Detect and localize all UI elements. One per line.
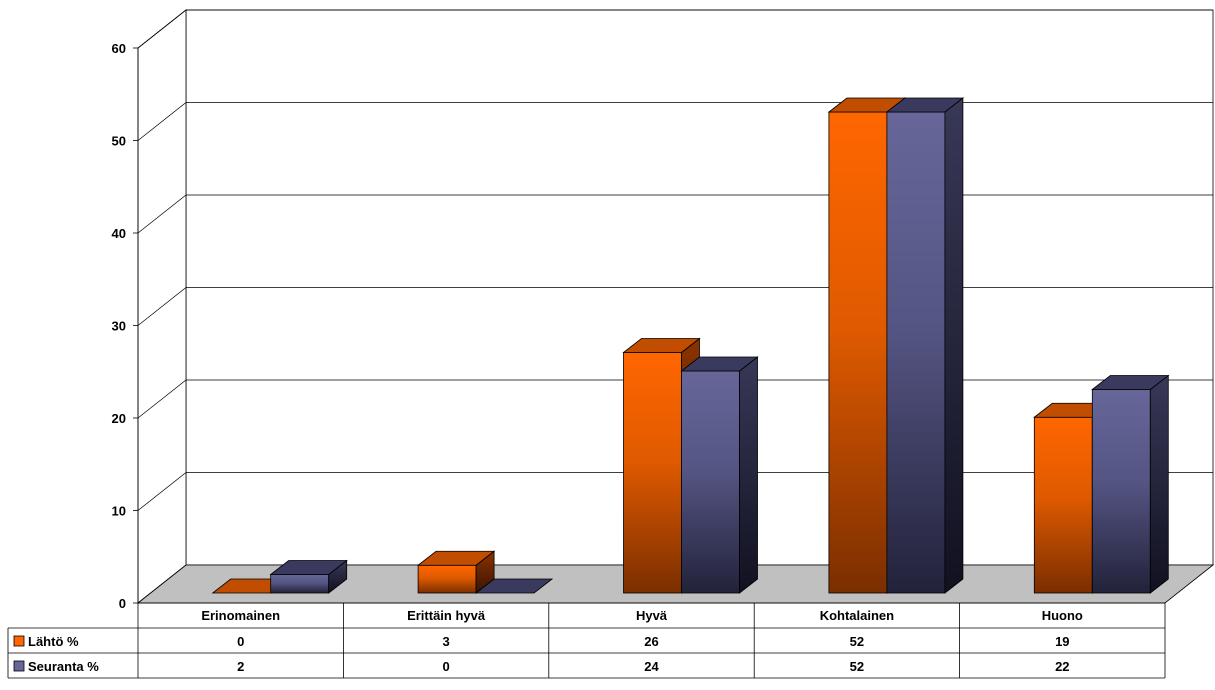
bar-seuranta-1 — [474, 578, 554, 594]
bar-top — [680, 356, 759, 372]
category-label: Hyvä — [636, 608, 668, 623]
category-label: Erittäin hyvä — [407, 608, 486, 623]
y-tick-label: 60 — [112, 41, 126, 56]
y-tick-label: 0 — [119, 596, 126, 611]
y-tick-label: 50 — [112, 134, 126, 149]
legend-label-lahto: Lähtö % — [28, 634, 79, 649]
bar-side — [944, 97, 964, 594]
legend-key-seuranta — [13, 660, 25, 672]
bar-front — [681, 370, 740, 594]
value-axis: 0 10 20 30 40 50 60 — [112, 41, 139, 611]
bar-front — [623, 352, 682, 594]
data-label: 22 — [1055, 659, 1069, 674]
data-label: 19 — [1055, 634, 1069, 649]
gridline — [137, 9, 1213, 49]
bar-side — [739, 356, 758, 594]
bar-lahto-1 — [416, 550, 496, 594]
bar-top — [416, 550, 496, 566]
data-label: 24 — [644, 659, 659, 674]
data-label: 52 — [850, 634, 864, 649]
bar-front — [1033, 416, 1093, 594]
bar-front — [886, 111, 946, 594]
data-label: 3 — [442, 634, 449, 649]
bar-top — [1091, 375, 1170, 390]
bar-front — [417, 564, 477, 594]
data-label: 2 — [237, 659, 244, 674]
data-label: 0 — [237, 634, 244, 649]
bar-side — [1149, 374, 1169, 594]
legend-key-lahto — [13, 635, 25, 647]
bar-front — [270, 574, 330, 594]
plot-area — [211, 97, 1170, 594]
bar-top — [269, 560, 348, 575]
bar-seuranta-2 — [680, 356, 759, 594]
bar-top — [474, 578, 554, 594]
data-table: Erinomainen Erittäin hyvä Hyvä Kohtalainen H… — [7, 602, 1166, 679]
y-tick-label: 30 — [112, 319, 126, 334]
data-label: 26 — [644, 634, 658, 649]
bar-top — [885, 97, 965, 113]
category-label: Kohtalainen — [820, 608, 894, 623]
y-tick-label: 10 — [112, 504, 126, 519]
y-tick-label: 20 — [112, 411, 126, 426]
bar-front — [828, 111, 888, 594]
bar-seuranta-0 — [269, 559, 348, 594]
y-tick-label: 40 — [112, 226, 126, 241]
bar-seuranta-3 — [885, 97, 965, 594]
category-label: Erinomainen — [201, 608, 280, 623]
category-label: Huono — [1042, 608, 1083, 623]
data-label: 52 — [850, 659, 864, 674]
bar-top — [622, 338, 701, 353]
bar-front — [1091, 389, 1151, 594]
data-label: 0 — [442, 659, 449, 674]
legend-label-seuranta: Seuranta % — [28, 659, 99, 674]
bar-seuranta-4 — [1091, 374, 1170, 594]
